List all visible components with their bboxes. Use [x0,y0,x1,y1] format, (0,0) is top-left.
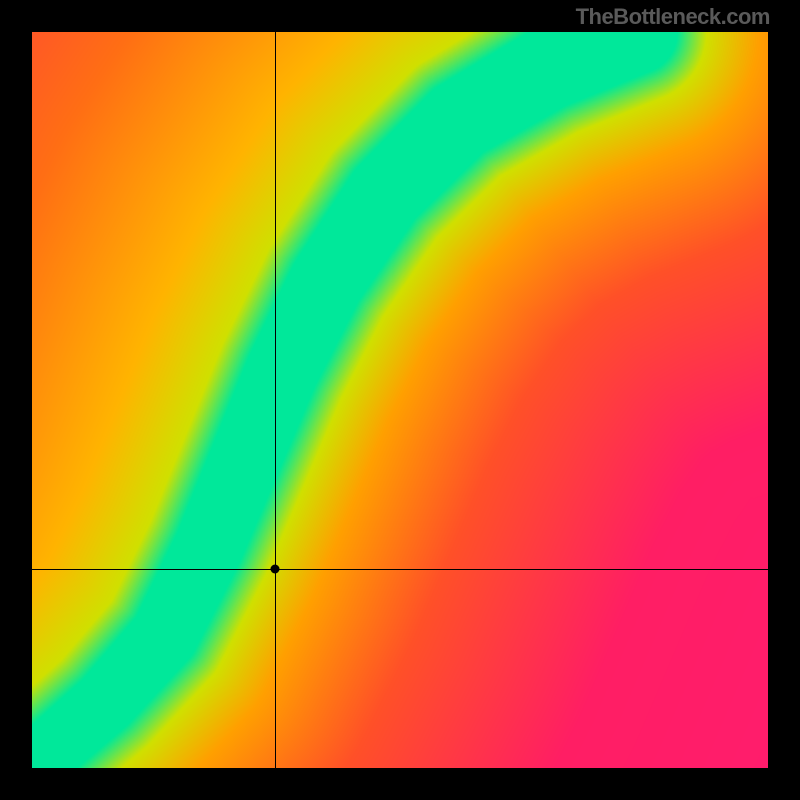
plot-area [32,32,768,768]
heatmap-canvas [32,32,768,768]
watermark-text: TheBottleneck.com [576,4,770,30]
crosshair-horizontal [32,569,768,570]
crosshair-vertical [275,32,276,768]
chart-container: TheBottleneck.com [0,0,800,800]
crosshair-marker [270,565,279,574]
